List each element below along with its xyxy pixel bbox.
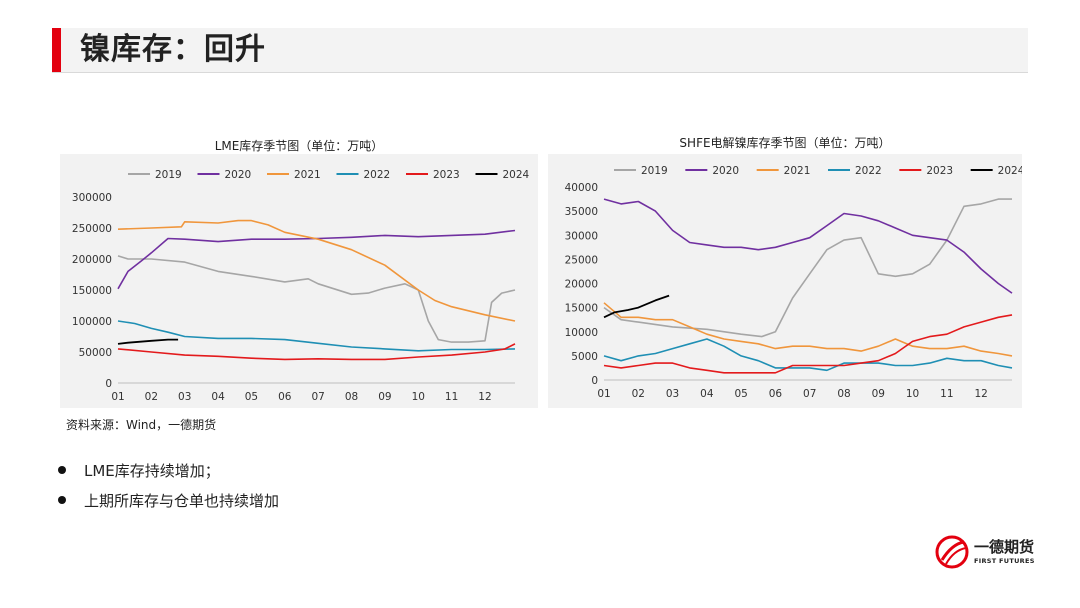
series-line-2019: [603, 198, 1012, 338]
series-line-2021: [117, 219, 516, 322]
legend-label-2019: 2019: [641, 165, 668, 177]
x-tick-label: 09: [872, 388, 885, 400]
series-line-2020: [117, 229, 516, 290]
y-tick-label: 20000: [565, 279, 598, 291]
series-line-2019: [117, 255, 516, 343]
chart-lme: 0 50000 100000 150000 200000 250000 300000 01 02…: [60, 154, 538, 408]
legend-label-2020: 2020: [225, 169, 252, 181]
legend-label-2020: 2020: [712, 165, 739, 177]
series-line-2023: [117, 343, 516, 361]
bullet-item: 上期所库存与仓单也持续增加: [58, 490, 279, 511]
y-tick-label: 200000: [72, 254, 112, 266]
title-bar: [52, 28, 1028, 72]
series-line-2023: [603, 314, 1013, 374]
legend-label-2022: 2022: [364, 169, 391, 181]
series-line-2024: [603, 294, 670, 319]
source-note: 资料来源：Wind，一德期货: [66, 418, 217, 432]
bullet-text: 上期所库存与仓单也持续增加: [84, 492, 280, 510]
series-line-2021: [603, 302, 1013, 357]
legend-label-2022: 2022: [855, 165, 882, 177]
chart-title-lme: LME库存季节图（单位：万吨）: [214, 139, 384, 153]
x-tick-label: 10: [906, 388, 919, 400]
chart-title-shfe: SHFE电解镍库存季节图（单位：万吨）: [679, 136, 891, 150]
y-tick-label: 10000: [565, 327, 598, 339]
legend-label-2024: 2024: [503, 169, 530, 181]
title-underline: [52, 72, 1028, 73]
x-tick-label: 02: [632, 388, 645, 400]
y-tick-label: 15000: [565, 303, 598, 315]
x-tick-label: 10: [412, 391, 425, 403]
y-tick-label: 5000: [571, 351, 598, 363]
x-tick-label: 03: [178, 391, 191, 403]
x-tick-label: 03: [666, 388, 679, 400]
bullet-dot: [58, 495, 66, 504]
x-tick-label: 02: [145, 391, 158, 403]
legend-label-2021: 2021: [294, 169, 321, 181]
legend-label-2023: 2023: [926, 165, 953, 177]
series-line-2024: [117, 338, 179, 345]
page-title: 镍库存：回升: [80, 32, 266, 67]
chart-shfe-svg: 0 5000 10000 15000 20000 25000 30000 35000 40000…: [565, 165, 1022, 400]
legend-label-2019: 2019: [155, 169, 182, 181]
x-tick-label: 06: [769, 388, 783, 400]
logo-mark-icon: [935, 535, 969, 569]
company-logo: 一德期货 FIRST FUTURES: [934, 534, 1034, 570]
bullet-item: LME库存持续增加；: [58, 460, 220, 481]
legend-label-2023: 2023: [433, 169, 460, 181]
legend-label-2021: 2021: [784, 165, 811, 177]
y-tick-label: 0: [591, 375, 598, 387]
y-tick-label: 30000: [565, 230, 598, 242]
y-tick-label: 25000: [565, 254, 598, 266]
y-tick-label: 100000: [72, 316, 112, 328]
series-line-2020: [603, 198, 1013, 294]
logo-text-en: FIRST FUTURES: [974, 557, 1035, 565]
bullet-text: LME库存持续增加；: [84, 462, 220, 480]
x-tick-label: 05: [734, 388, 747, 400]
legend-label-2024: 2024: [998, 165, 1022, 177]
x-tick-label: 11: [445, 391, 458, 403]
x-tick-label: 07: [311, 391, 324, 403]
x-tick-label: 12: [478, 391, 491, 403]
y-tick-label: 300000: [72, 192, 112, 204]
x-tick-label: 04: [211, 391, 225, 403]
x-tick-label: 12: [974, 388, 987, 400]
series-line-2022: [603, 338, 1013, 372]
y-tick-label: 250000: [72, 223, 112, 235]
x-tick-label: 08: [837, 388, 850, 400]
x-tick-label: 01: [597, 388, 610, 400]
x-tick-label: 04: [700, 388, 714, 400]
x-tick-label: 01: [111, 391, 124, 403]
logo-text-cn: 一德期货: [974, 538, 1035, 556]
bullet-dot: [58, 465, 66, 474]
series-line-2022: [117, 320, 516, 352]
y-tick-label: 0: [105, 378, 112, 390]
x-tick-label: 05: [245, 391, 258, 403]
title-accent-bar: [52, 28, 61, 72]
chart-shfe: 0 5000 10000 15000 20000 25000 30000 35000 40000…: [548, 154, 1022, 408]
x-tick-label: 09: [378, 391, 391, 403]
y-tick-label: 40000: [565, 182, 598, 194]
x-tick-label: 06: [278, 391, 292, 403]
y-tick-label: 35000: [565, 206, 598, 218]
chart-lme-svg: 0 50000 100000 150000 200000 250000 300000 01 02…: [72, 169, 530, 403]
y-tick-label: 50000: [79, 347, 112, 359]
y-tick-label: 150000: [72, 285, 112, 297]
x-tick-label: 07: [803, 388, 816, 400]
x-tick-label: 08: [345, 391, 358, 403]
x-tick-label: 11: [940, 388, 953, 400]
